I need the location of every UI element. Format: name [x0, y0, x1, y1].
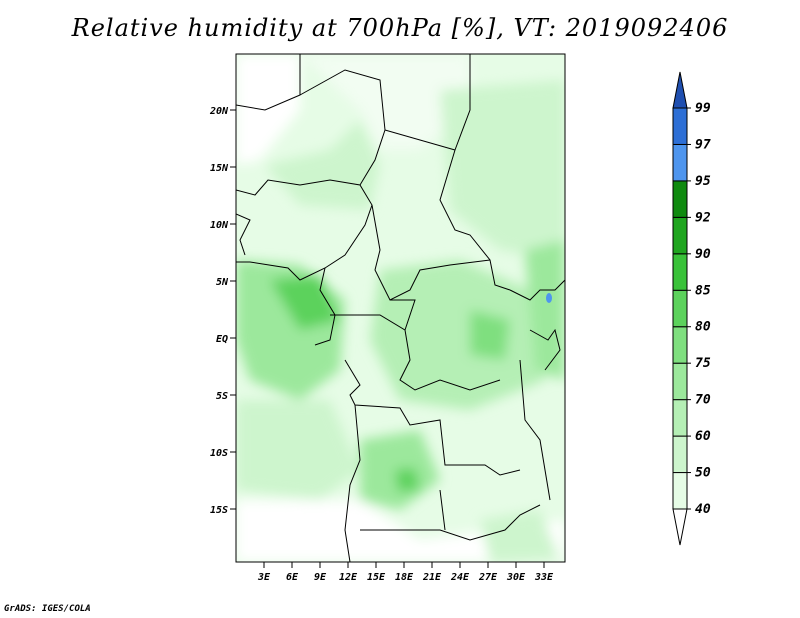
humidity-region-congo: [370, 260, 545, 410]
lon-label-27e: 27E: [478, 572, 498, 583]
humidity-region-cameroon-core: [270, 275, 340, 330]
colorbar-segment: [672, 399, 688, 437]
humidity-region-sudan: [440, 80, 565, 260]
lat-label-20n: 20N: [209, 106, 229, 117]
lat-label-5s: 5S: [216, 391, 228, 402]
lat-label-15n: 15N: [210, 163, 229, 174]
colorbar-label: 40: [695, 502, 711, 517]
lon-label-12e: 12E: [339, 572, 358, 583]
colorbar-upper-arrow: [672, 71, 688, 109]
country-borders: [236, 54, 565, 562]
colorbar-label: 95: [695, 174, 711, 189]
humidity-region-north-dry: [236, 54, 300, 165]
colorbar-segment: [672, 180, 688, 218]
lon-label-30e: 30E: [506, 572, 526, 583]
colorbar-label: 97: [695, 137, 711, 152]
colorbar-segment: [672, 143, 688, 182]
colorbar-label: 85: [695, 283, 711, 298]
humidity-region-southwest: [236, 400, 360, 500]
colorbar-segment: [672, 253, 688, 291]
longitude-axis: 3E 6E 9E 12E 15E 18E 21E 24E 27E 30E 33E: [257, 562, 554, 583]
colorbar-segment: [672, 362, 688, 401]
lat-label-10s: 10S: [210, 448, 228, 459]
chart-title: Relative humidity at 700hPa [%], VT: 201…: [71, 14, 729, 42]
lat-label-10n: 10N: [210, 220, 229, 231]
colorbar-segment: [672, 289, 688, 328]
lat-label-eq: EQ: [216, 334, 228, 345]
colorbar-lower-arrow: [672, 508, 688, 546]
colorbar-segment: [672, 472, 688, 510]
colorbar-segment: [672, 107, 688, 145]
humidity-field: [236, 54, 565, 562]
lon-label-6e: 6E: [286, 572, 299, 583]
colorbar-label: 90: [695, 247, 711, 262]
humidity-region-southeast: [480, 510, 560, 562]
colorbar-label: 50: [695, 466, 711, 481]
map-frame: [235, 53, 566, 563]
humidity-peak-blue: [546, 293, 552, 303]
colorbar-label: 99: [695, 101, 711, 116]
lon-label-18e: 18E: [395, 572, 414, 583]
lon-label-3e: 3E: [257, 572, 271, 583]
colorbar-label: 70: [695, 393, 711, 408]
colorbar-label: 80: [695, 320, 711, 335]
humidity-region-zambia-core: [395, 468, 420, 492]
humidity-region-sahara: [300, 54, 470, 150]
colorbar-label: 75: [695, 356, 711, 371]
humidity-region-chad: [265, 120, 380, 210]
credit-text: GrADS: IGES/COLA: [4, 604, 91, 614]
humidity-region-south: [236, 500, 565, 562]
lon-label-24e: 24E: [450, 572, 470, 583]
lat-label-15s: 15S: [210, 505, 228, 516]
colorbar-segment: [672, 216, 688, 255]
lon-label-15e: 15E: [367, 572, 386, 583]
lon-label-21e: 21E: [422, 572, 442, 583]
colorbar-segment: [672, 326, 688, 364]
lon-label-33e: 33E: [534, 572, 554, 583]
colorbar-label: 92: [695, 210, 711, 225]
humidity-region-central: [470, 310, 510, 360]
lon-label-9e: 9E: [314, 572, 327, 583]
humidity-region-eastlakes: [525, 240, 565, 380]
lat-label-5n: 5N: [216, 277, 229, 288]
latitude-axis: 20N 15N 10N 5N EQ 5S 10S 15S: [209, 106, 236, 516]
colorbar-label: 60: [695, 429, 711, 444]
colorbar: 40 50 60 70 75 80 85 90 92 95 97 99: [672, 71, 711, 546]
colorbar-segment: [672, 435, 688, 474]
